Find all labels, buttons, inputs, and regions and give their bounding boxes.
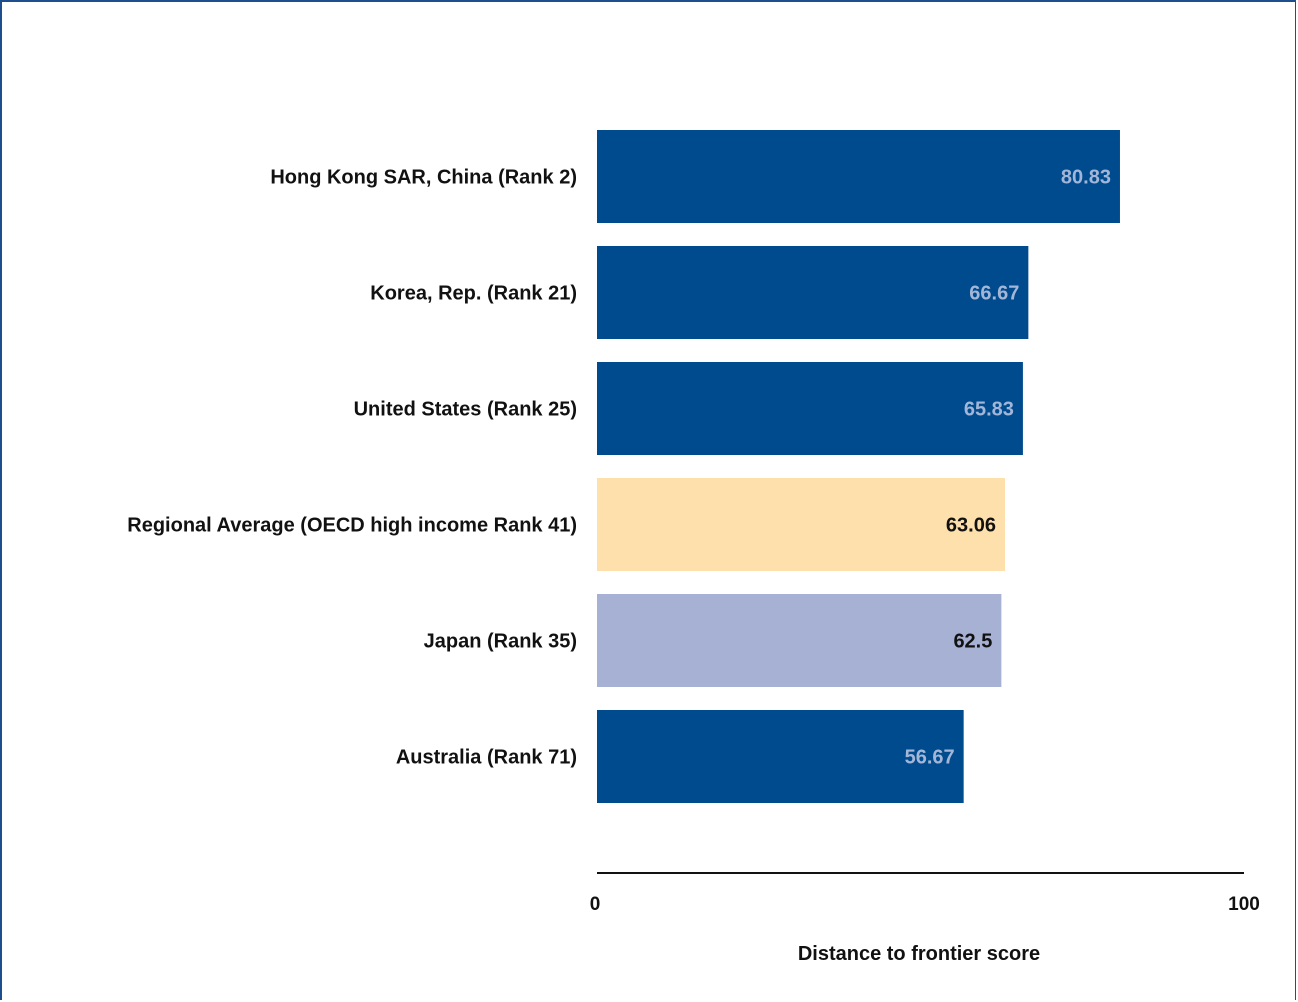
x-tick-label-100: 100 (1228, 894, 1260, 915)
value-label-4: 62.5 (953, 631, 992, 653)
value-labels: 80.83 66.67 65.83 63.06 62.5 56.67 (905, 167, 1111, 769)
bar-0 (597, 130, 1120, 223)
category-label-2: United States (Rank 25) (354, 399, 577, 421)
category-label-3: Regional Average (OECD high income Rank … (127, 515, 577, 537)
value-label-5: 56.67 (905, 747, 955, 769)
category-label-0: Hong Kong SAR, China (Rank 2) (270, 167, 577, 189)
category-label-1: Korea, Rep. (Rank 21) (370, 283, 577, 305)
x-tick-label-0: 0 (590, 894, 601, 915)
value-label-2: 65.83 (964, 399, 1014, 421)
bar-3 (597, 478, 1005, 571)
category-label-4: Japan (Rank 35) (424, 631, 577, 653)
bars (597, 130, 1120, 803)
bar-1 (597, 246, 1029, 339)
x-axis-title: Distance to frontier score (798, 943, 1040, 965)
value-label-3: 63.06 (946, 515, 996, 537)
value-label-0: 80.83 (1061, 167, 1111, 189)
category-label-5: Australia (Rank 71) (396, 747, 577, 769)
bar-2 (597, 362, 1023, 455)
value-label-1: 66.67 (969, 283, 1019, 305)
bar-4 (597, 594, 1002, 687)
bar-5 (597, 710, 964, 803)
category-labels: Hong Kong SAR, China (Rank 2) Korea, Rep.… (127, 167, 577, 769)
